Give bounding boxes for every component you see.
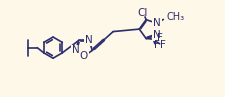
Text: N: N xyxy=(71,45,79,55)
Text: F: F xyxy=(160,40,165,50)
Text: N: N xyxy=(153,18,160,28)
Text: F: F xyxy=(157,33,162,43)
Text: N: N xyxy=(85,36,92,45)
Text: F: F xyxy=(154,40,160,50)
Text: O: O xyxy=(79,51,88,61)
Text: Cl: Cl xyxy=(137,8,147,18)
Text: CH₃: CH₃ xyxy=(166,12,184,22)
Text: N: N xyxy=(153,30,160,40)
